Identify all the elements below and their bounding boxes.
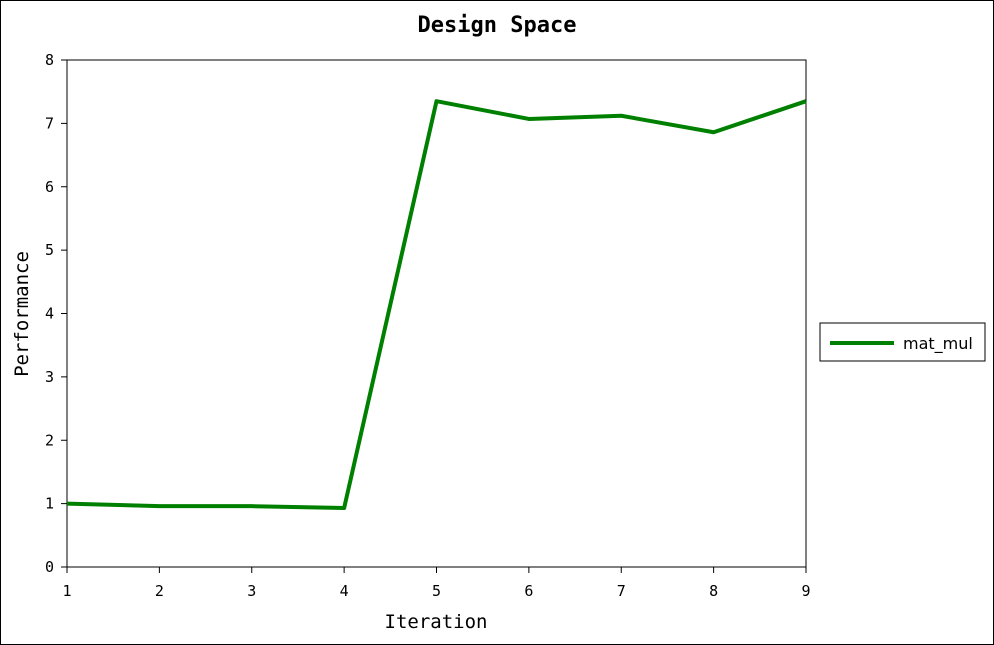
y-tick-label: 8 [45, 51, 54, 69]
x-axis-label: Iteration [385, 611, 488, 633]
y-tick-label: 5 [45, 241, 54, 259]
x-axis: 1 2 3 4 5 6 7 8 9 [62, 567, 811, 600]
x-tick-label: 4 [340, 582, 349, 600]
x-tick-label: 6 [524, 582, 533, 600]
chart-title: Design Space [418, 13, 577, 38]
legend: mat_mul [819, 322, 986, 362]
x-tick-label: 9 [801, 582, 810, 600]
x-tick-label: 1 [62, 582, 71, 600]
x-tick-label: 2 [155, 582, 164, 600]
y-axis: 0 1 2 3 4 5 6 7 8 [45, 51, 67, 576]
x-tick-label: 8 [709, 582, 718, 600]
legend-label-mat_mul: mat_mul [903, 334, 973, 354]
x-tick-label: 3 [247, 582, 256, 600]
y-tick-label: 3 [45, 368, 54, 386]
plot-area [66, 59, 807, 568]
x-tick-label: 7 [617, 582, 626, 600]
y-axis-label: Performance [11, 251, 33, 377]
y-tick-label: 2 [45, 431, 54, 449]
y-tick-label: 6 [45, 178, 54, 196]
x-tick-label: 5 [432, 582, 441, 600]
series-line-mat_mul [66, 99, 807, 511]
series-layer [66, 99, 807, 511]
y-tick-label: 0 [45, 558, 54, 576]
y-tick-label: 1 [45, 495, 54, 513]
y-tick-label: 4 [45, 305, 54, 323]
y-tick-label: 7 [45, 114, 54, 132]
